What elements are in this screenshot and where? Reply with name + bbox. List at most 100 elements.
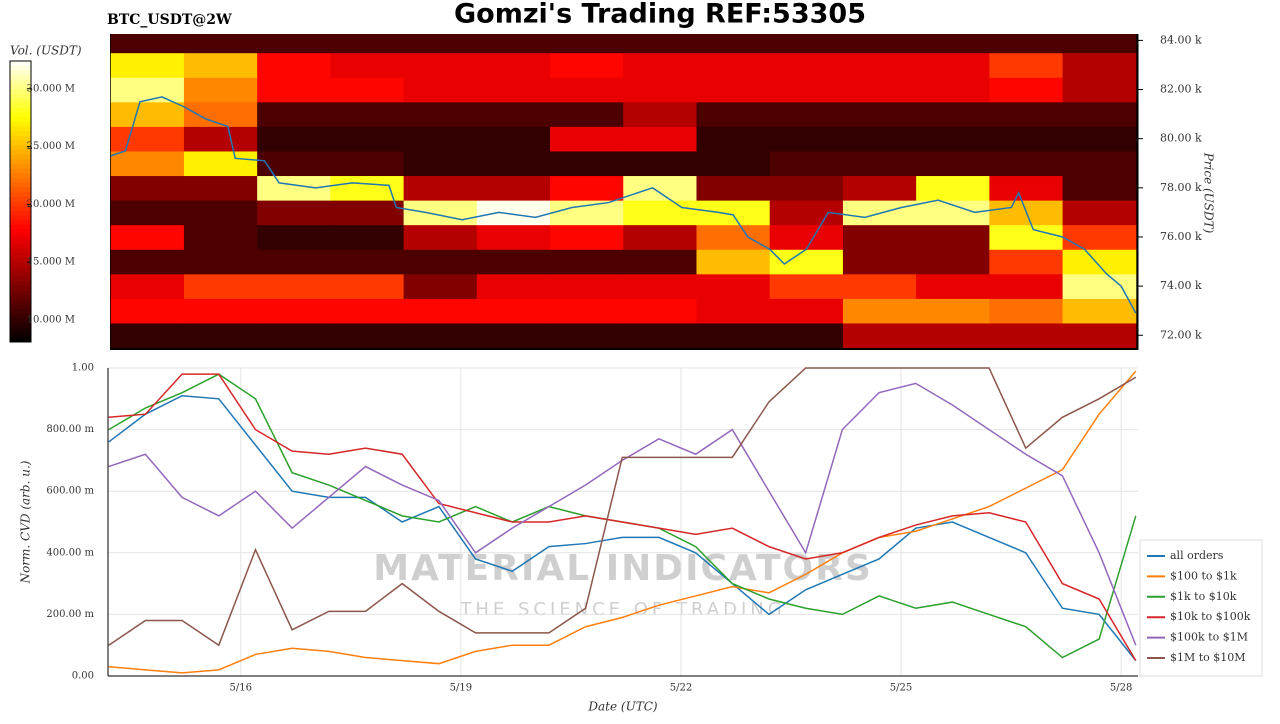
heatmap-cell xyxy=(696,52,771,78)
colorbar-step xyxy=(10,70,31,76)
heatmap-cell xyxy=(769,322,844,349)
heatmap-cell xyxy=(330,249,405,275)
colorbar-step xyxy=(10,337,31,343)
heatmap-cell xyxy=(403,77,478,103)
colorbar-step xyxy=(10,149,31,156)
y-tick-label: 84.00 k xyxy=(1160,33,1202,46)
heatmap-cell xyxy=(257,34,331,54)
heatmap-cell xyxy=(1062,298,1137,324)
heatmap-cell xyxy=(842,249,917,275)
heatmap-cell xyxy=(623,249,697,275)
heatmap-cell xyxy=(183,126,258,152)
heatmap-cell xyxy=(550,34,624,54)
colorbar-label: Vol. (USDT) xyxy=(10,44,82,58)
series-line xyxy=(108,394,1137,662)
heatmap-cell xyxy=(989,224,1064,250)
heatmap-cell xyxy=(696,101,771,127)
heatmap-cell xyxy=(696,34,771,54)
heatmap-cell xyxy=(842,126,917,152)
heatmap-cell xyxy=(842,298,917,324)
heatmap-cell xyxy=(403,150,478,177)
heatmap-cell xyxy=(842,322,917,349)
colorbar-tick-label: 25.000 M xyxy=(27,141,75,152)
colorbar-step xyxy=(10,135,31,142)
y-axis-label: Price (USDT) xyxy=(1202,152,1216,234)
colorbar-step xyxy=(10,248,31,254)
y-tick-label: 400.00 m xyxy=(46,547,94,558)
heatmap-cell xyxy=(916,52,990,78)
heatmap-cell xyxy=(110,175,185,201)
heatmap-cell xyxy=(696,126,771,152)
heatmap-cell xyxy=(769,150,844,177)
heatmap-cell xyxy=(330,322,405,349)
heatmap-cell xyxy=(623,101,697,127)
heatmap-cell xyxy=(403,52,478,78)
heatmap-cell xyxy=(257,200,331,226)
colorbar-tick-label: 10.000 M xyxy=(27,315,75,326)
heatmap-cell xyxy=(476,200,551,226)
heatmap-cell xyxy=(550,249,624,275)
colorbar-step xyxy=(10,206,31,212)
heatmap-cell xyxy=(916,101,990,127)
colorbar-step xyxy=(10,117,31,123)
heatmap-cell xyxy=(257,52,331,78)
legend-label: $10k to $100k xyxy=(1170,610,1251,623)
heatmap-cell xyxy=(330,34,405,54)
heatmap-cell xyxy=(110,52,185,78)
series-line xyxy=(108,373,1137,661)
watermark: MATERIAL INDICATORS xyxy=(373,548,873,589)
colorbar-step xyxy=(10,271,31,277)
colorbar-step xyxy=(10,131,31,137)
y-tick-label: 0.00 xyxy=(72,671,94,682)
y-axis-label: Norm. CVD (arb. u.) xyxy=(19,460,33,584)
colorbar-step xyxy=(10,182,31,188)
heatmap-cell xyxy=(183,101,258,127)
heatmap-cell xyxy=(1062,34,1137,54)
heatmap-cell xyxy=(330,77,405,103)
heatmap-cell xyxy=(769,77,844,103)
y-tick-label: 80.00 k xyxy=(1160,132,1202,145)
heatmap-cell xyxy=(916,126,990,152)
heatmap-cell xyxy=(623,34,697,54)
heatmap-cell xyxy=(330,150,405,177)
heatmap-cell xyxy=(257,249,331,275)
heatmap-cell xyxy=(1062,273,1137,299)
page-title: Gomzi's Trading REF:53305 xyxy=(454,0,866,30)
heatmap-cell xyxy=(696,249,771,275)
heatmap-cell xyxy=(550,175,624,201)
heatmap-cell xyxy=(550,101,624,127)
colorbar-step xyxy=(10,93,31,99)
heatmap-cell xyxy=(696,224,771,250)
colorbar-step xyxy=(10,178,31,184)
heatmap-cell xyxy=(476,322,551,349)
colorbar-tick-label: 15.000 M xyxy=(27,257,75,268)
heatmap-cell xyxy=(989,175,1064,201)
colorbar-step xyxy=(10,140,31,146)
heatmap-cell xyxy=(183,34,258,54)
heatmap-cell xyxy=(476,150,551,177)
colorbar-step xyxy=(10,257,31,263)
heatmap-cell xyxy=(257,224,331,250)
colorbar-step xyxy=(10,126,31,132)
heatmap-cell xyxy=(183,322,258,349)
heatmap-cell xyxy=(110,298,185,324)
heatmap-cell xyxy=(916,34,990,54)
heatmap-cell xyxy=(110,322,185,349)
heatmap-cell xyxy=(989,77,1064,103)
heatmap-cell xyxy=(623,175,697,201)
heatmap-cell xyxy=(842,101,917,127)
heatmap-cell xyxy=(183,273,258,299)
colorbar-step xyxy=(10,267,31,273)
heatmap-cell xyxy=(403,298,478,324)
heatmap-cell xyxy=(623,200,697,226)
colorbar-step xyxy=(10,89,31,95)
x-tick-label: 5/25 xyxy=(890,683,912,694)
colorbar-tick-label: 30.000 M xyxy=(27,83,75,94)
heatmap-cell xyxy=(989,249,1064,275)
heatmap-cell xyxy=(550,150,624,177)
heatmap-cell xyxy=(257,150,331,177)
heatmap-cell xyxy=(769,273,844,299)
y-tick-label: 600.00 m xyxy=(46,486,94,497)
heatmap-cell xyxy=(842,52,917,78)
heatmap-cell xyxy=(183,175,258,201)
